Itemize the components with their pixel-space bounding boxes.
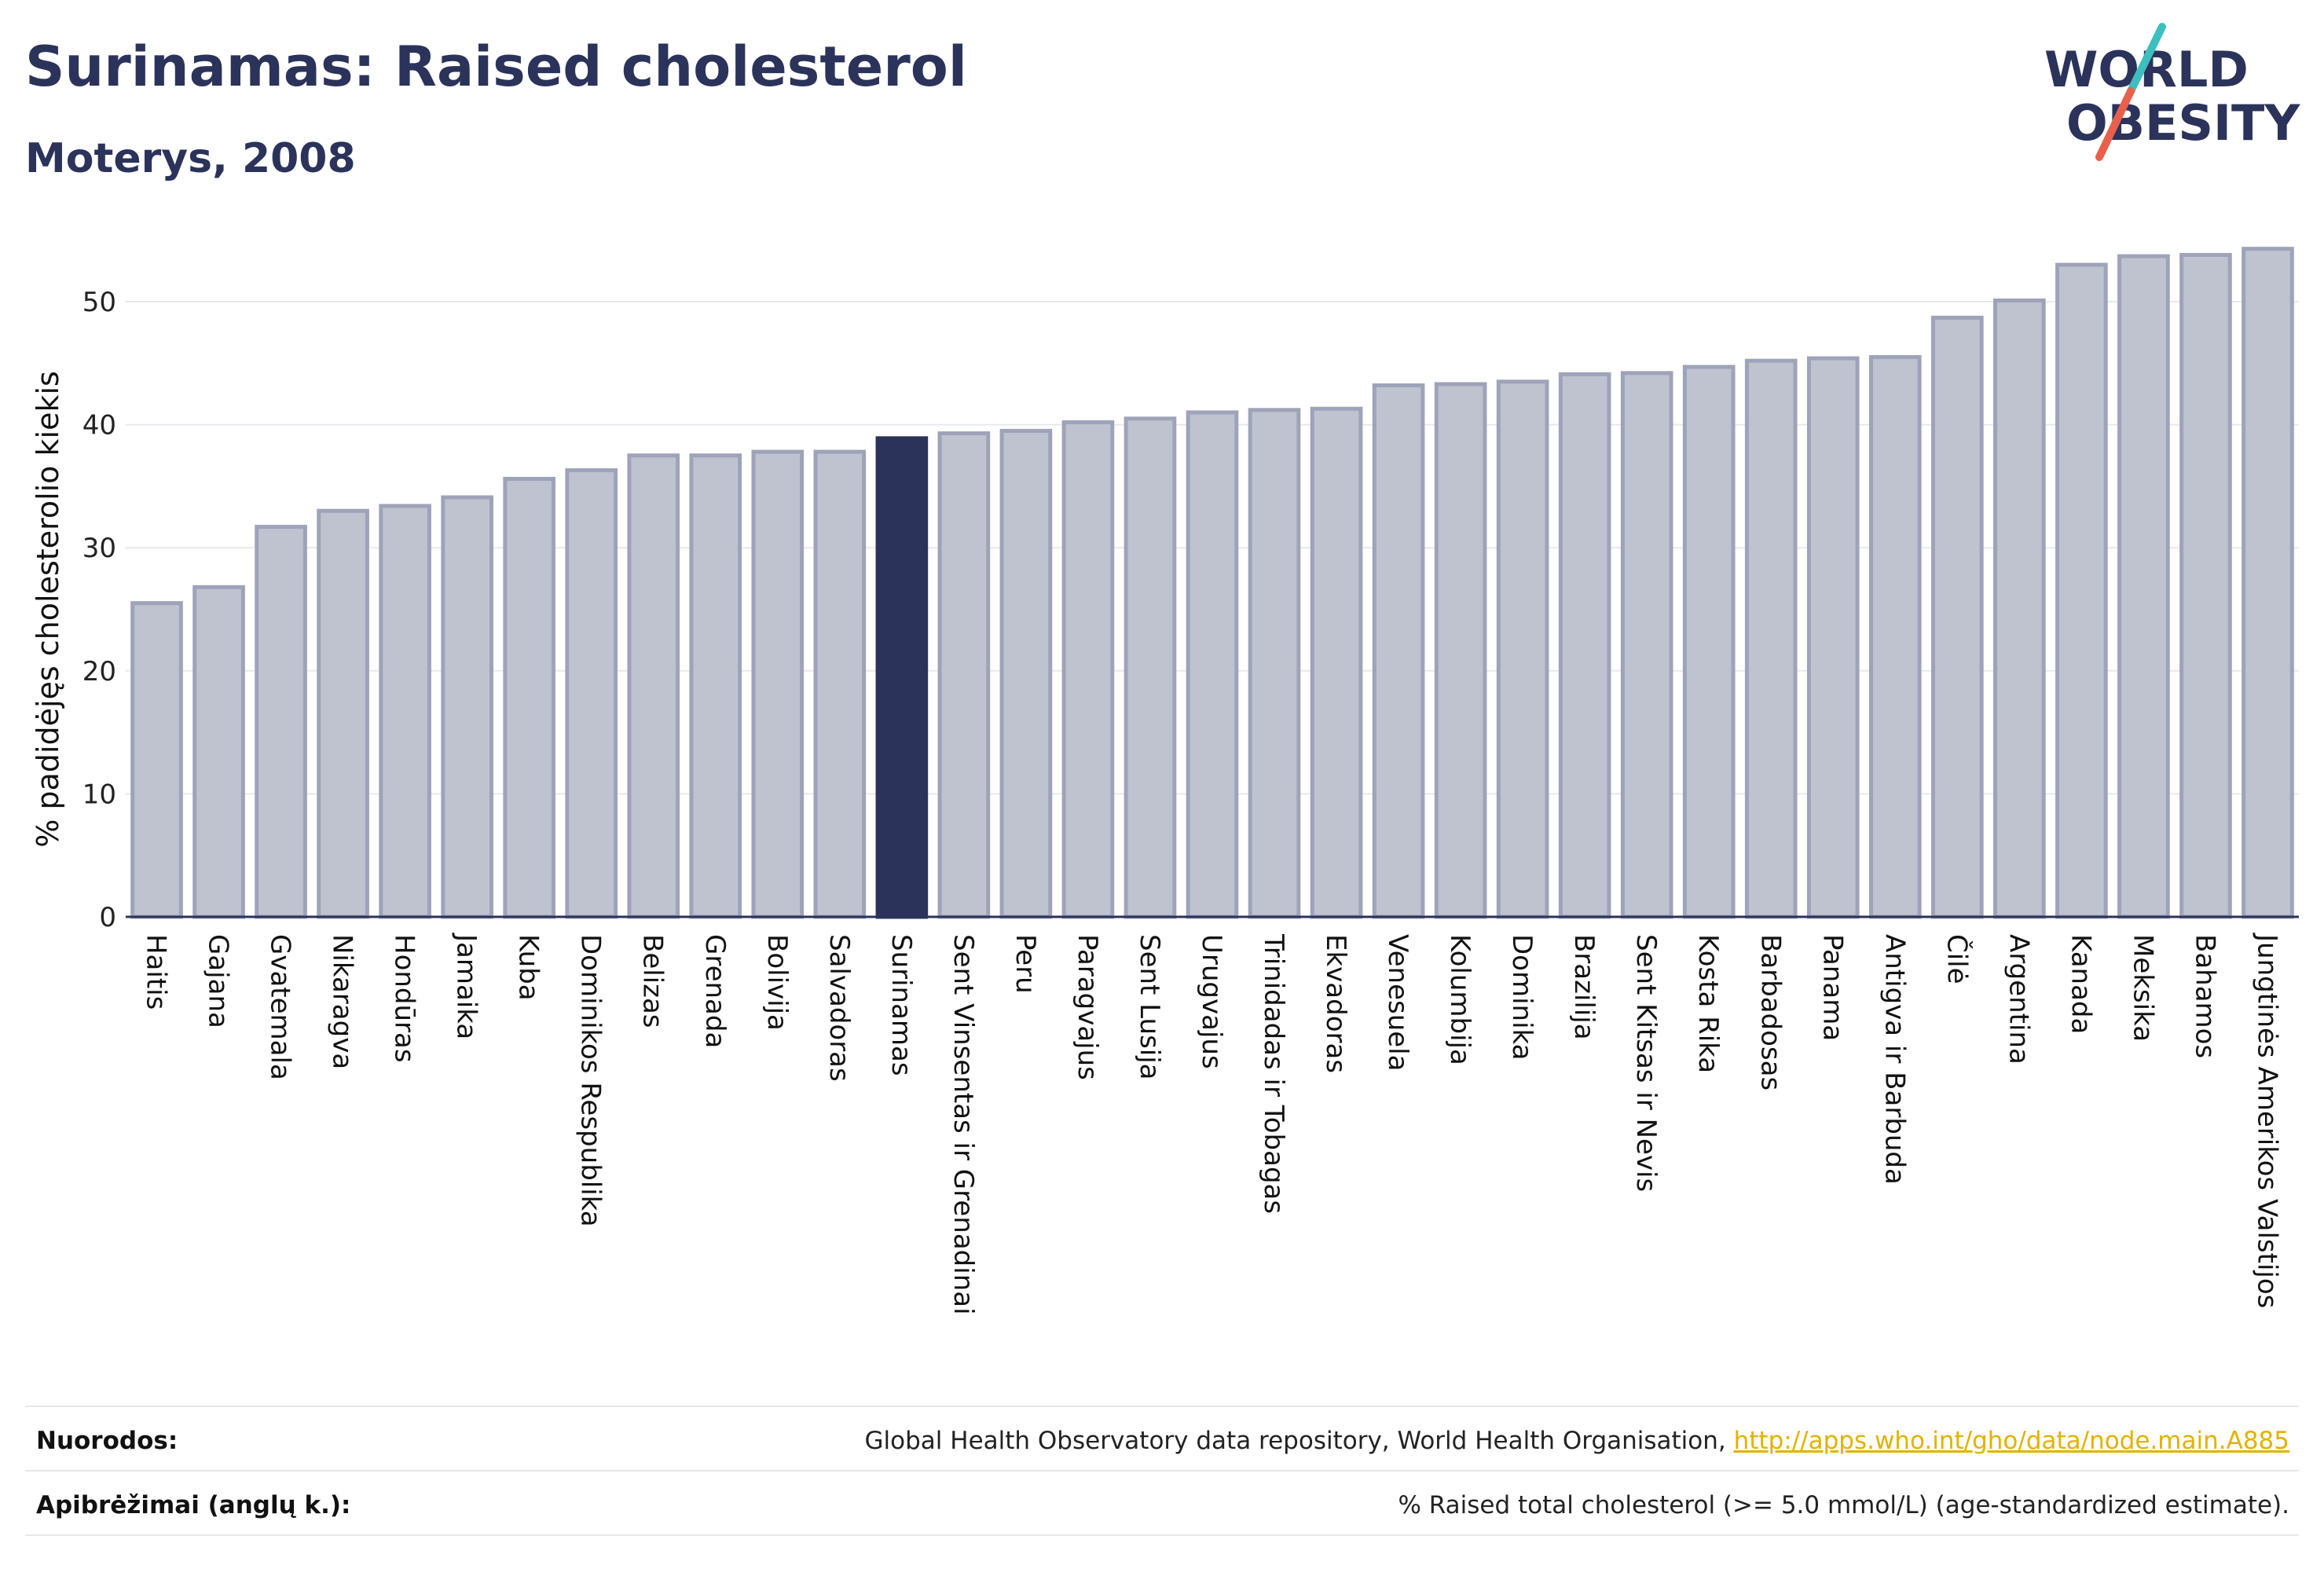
bar-ekvadoras [1310,406,1363,919]
x-tick-label: Antigva ir Barbuda [1879,934,1910,1185]
y-tick-label: 10 [82,779,116,810]
x-tick-label: Brazilija [1568,934,1600,1040]
logo-slash-bottom [2095,87,2135,161]
x-tick-label: Čilė [1941,934,1973,984]
y-tick-label: 20 [82,656,116,687]
x-tick-label: Nikaragva [327,934,358,1069]
x-tick-label: Gajana [203,934,234,1028]
bar-jamaika [441,495,493,919]
sources-label: Nuorodos: [36,1427,178,1455]
y-tick-labels: 0 10 20 30 40 50 [82,287,116,933]
page-subtitle: Moterys, 2008 [25,135,356,182]
bar-hondūras [379,504,431,919]
bar-čilė [1931,315,1984,919]
bar-gvatemala [255,525,307,919]
x-tick-label: Jamaika [451,933,482,1039]
bar-barbadosas [1744,358,1798,919]
footer-divider-top [25,1406,2299,1407]
world-obesity-logo: WORLD OBESITY [2044,23,2300,161]
bar-haitis [130,601,183,919]
bar-sent-vinsentas-ir-grenadinai [937,431,991,919]
sources-text: Global Health Observatory data repositor… [864,1427,1726,1455]
sources-value: Global Health Observatory data repositor… [865,1427,2289,1455]
x-tick-label: Urugvajus [1196,934,1227,1069]
bar-chart: 0 10 20 30 40 50 Haitis Gajana Gvatemala Nikarag… [31,247,2299,1315]
definitions-value: % Raised total cholesterol (>= 5.0 mmol/… [1398,1491,2289,1519]
bar-paragvajus [1061,420,1115,919]
x-tick-label: Kuba [513,934,544,1001]
bar-venesuela [1372,383,1425,919]
bars [130,247,2294,919]
x-tick-label: Venesuela [1382,934,1413,1071]
x-tick-label: Panama [1816,934,1848,1041]
x-tick-label: Ekvadoras [1320,934,1351,1073]
footer-divider-bottom [25,1534,2299,1536]
x-tick-label: Kanada [2065,934,2096,1034]
x-tick-label: Paragvajus [1072,934,1103,1080]
x-tick-label: Dominika [1506,934,1538,1060]
definitions-label: Apibrėžimai (anglų k.): [36,1491,351,1519]
bar-kosta-rika [1682,365,1736,919]
x-tick-label: Kolumbija [1444,934,1475,1065]
bar-brazilija [1558,372,1611,919]
bar-kuba [503,477,556,919]
bar-bahamos [2179,252,2232,919]
x-tick-label: Haitis [141,934,172,1010]
y-axis-label: % padidėjęs cholesterolio kiekis [31,371,65,848]
y-tick-label: 0 [99,902,116,933]
x-tick-label: Barbadosas [1754,934,1786,1090]
x-tick-label: Sent Lusija [1134,934,1165,1080]
y-tick-label: 50 [82,287,116,318]
bar-peru [999,428,1053,919]
x-tick-label: Grenada [699,934,731,1048]
x-tick-label: Trinidadas ir Tobagas [1258,933,1289,1214]
bar-argentina [1993,298,2046,919]
x-tick-label: Meksika [2127,934,2158,1042]
x-tick-label: Sent Kitsas ir Nevis [1630,934,1662,1192]
x-tick-labels: Haitis Gajana Gvatemala Nikaragva Hondūras Ja… [141,933,2283,1315]
bar-surinamas [875,436,929,919]
bar-sent-kitsas-ir-nevis [1620,371,1673,919]
bar-bolivija [751,449,805,919]
bar-kanada [2055,262,2108,919]
bar-meksika [2117,254,2170,919]
x-tick-label: Dominikos Respublika [575,934,607,1227]
bar-panama [1806,356,1860,919]
x-tick-label: Jungtinės Amerikos Valstijos [2251,933,2282,1308]
bar-trinidadas-ir-tobagas [1248,408,1301,919]
y-tick-label: 30 [82,533,116,564]
footer-divider-middle [25,1470,2299,1472]
x-tick-label: Sent Vinsentas ir Grenadinai [948,934,979,1315]
bar-gajana [192,585,245,919]
x-tick-label: Salvadoras [823,934,855,1082]
bar-dominikos-respublika [565,468,618,919]
x-tick-label: Gvatemala [265,934,296,1080]
x-tick-label: Peru [1010,934,1041,994]
page-title: Surinamas: Raised cholesterol [25,35,967,99]
bar-salvadoras [813,449,867,919]
bar-nikaragva [317,508,369,919]
x-tick-label: Hondūras [389,934,420,1063]
x-tick-label: Surinamas [885,934,917,1076]
bar-urugvajus [1186,410,1239,919]
x-tick-label: Bolivija [761,934,793,1031]
bar-dominika [1496,379,1549,919]
bar-sent-lusija [1124,416,1177,919]
bar-kolumbija [1434,382,1487,919]
bar-grenada [689,453,742,919]
y-tick-label: 40 [82,410,116,442]
bar-belizas [627,453,680,919]
x-tick-label: Kosta Rika [1692,934,1724,1073]
x-tick-label: Belizas [637,934,669,1028]
sources-link[interactable]: http://apps.who.int/gho/data/node.main.A… [1733,1427,2289,1455]
bar-antigva-ir-barbuda [1868,354,1922,919]
logo-slash-top [2127,23,2166,95]
x-tick-label: Argentina [2003,934,2034,1065]
x-tick-label: Bahamos [2189,934,2220,1058]
bar-jungtinės-amerikos-valstijos [2242,247,2294,919]
